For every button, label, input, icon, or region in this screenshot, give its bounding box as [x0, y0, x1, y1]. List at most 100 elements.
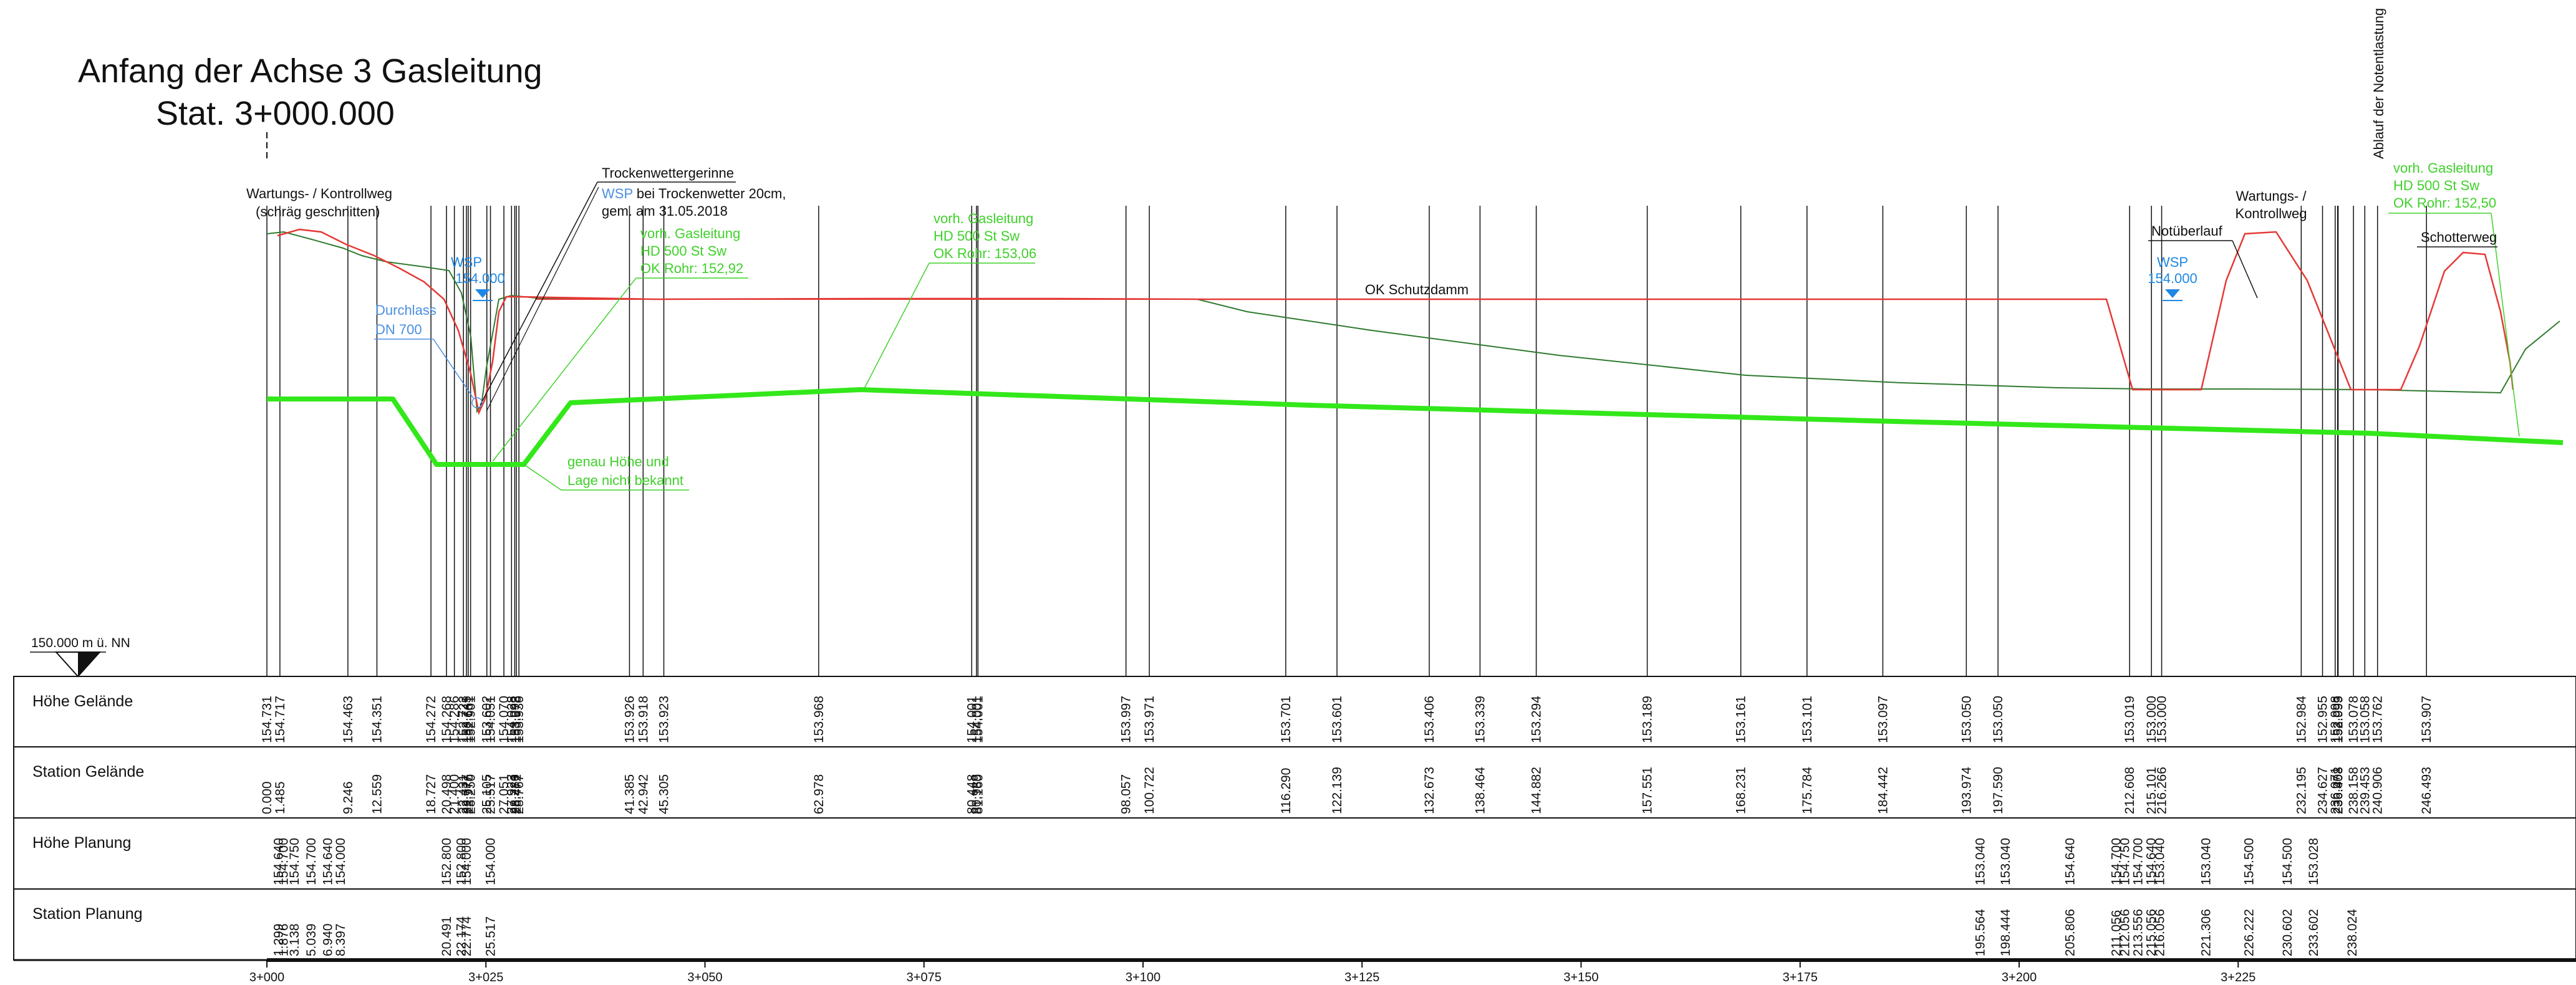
station-gelaende-value: 144.882: [1530, 767, 1544, 814]
hoehe-gelaende-value: 153.992: [508, 696, 522, 743]
annotation-schotterweg: Schotterweg: [2417, 229, 2497, 247]
axis-tick-label: 3+175: [1783, 971, 1818, 984]
hoehe-gelaende-value: 154.463: [341, 696, 355, 743]
pipe-culvert-icon: [471, 397, 483, 408]
gas-mid-line3: OK Rohr: 153,06: [933, 246, 1036, 261]
station-gelaende-value: 122.139: [1330, 767, 1344, 814]
wsp-right-value: 154.000: [2148, 271, 2197, 286]
hoehe-gelaende-value: 153.930: [512, 696, 526, 743]
hoehe-planung-value: 154.640: [271, 838, 286, 885]
axis-tick-label: 3+225: [2221, 971, 2255, 984]
hoehe-gelaende-value: 154.001: [970, 696, 984, 743]
genau-line2: Lage nicht bekannt: [567, 473, 683, 488]
hoehe-gelaende-value: 154.351: [370, 696, 384, 743]
station-planung-value: 238.024: [2345, 909, 2360, 956]
hoehe-planung-value: 153.040: [2153, 838, 2168, 885]
hoehe-planung-value: 154.000: [484, 838, 498, 885]
annotation-wartungsweg-right: Wartungs- / Kontrollweg: [2236, 188, 2307, 221]
wsp-marker-right: WSP 154.000: [2148, 254, 2197, 301]
hoehe-planung-value: 154.700: [276, 838, 291, 885]
hoehe-gelaende-value: 153.601: [1330, 696, 1344, 743]
durchlass-line2: DN 700: [375, 322, 422, 337]
gas-pipe: [267, 387, 2564, 467]
station-gelaende-value: 138.464: [1473, 767, 1487, 814]
hoehe-gelaende-value: 152.661: [461, 696, 476, 743]
row-label-station-gelaende: Station Gelände: [32, 763, 144, 781]
row-label-hoehe-planung: Höhe Planung: [32, 834, 131, 852]
station-gelaende-value: 22.777: [460, 774, 474, 814]
row-label-station-planung: Station Planung: [32, 905, 143, 923]
ablauf-label: Ablauf der Notentlastung: [2371, 8, 2386, 159]
hoehe-gelaende-value: 152.955: [2316, 696, 2330, 743]
hoehe-gelaende-value: 153.078: [2347, 696, 2361, 743]
annotation-gas-left: vorh. Gasleitung HD 500 St Sw OK Rohr: 1…: [492, 226, 748, 462]
station-planung-value: 1.299: [271, 923, 286, 956]
station-gelaende-value: 27.923: [504, 774, 519, 814]
gas-right-line2: HD 500 St Sw: [2393, 178, 2479, 193]
hoehe-gelaende-value: 154.028: [504, 696, 519, 743]
hoehe-gelaende-value: 153.097: [1876, 696, 1890, 743]
gas-right-line1: vorh. Gasleitung: [2393, 160, 2493, 176]
title-line-2: Stat. 3+000.000: [156, 95, 395, 132]
station-gelaende-value: 240.906: [2371, 767, 2385, 814]
hoehe-planung-value: 153.040: [2199, 838, 2213, 885]
hoehe-gelaende-value: 153.745: [460, 696, 474, 743]
hoehe-gelaende-value: 153.189: [1641, 696, 1655, 743]
station-gelaende-value: 20.498: [440, 774, 454, 814]
axis-tick-label: 3+125: [1344, 971, 1379, 984]
station-planung-value: 1.876: [276, 923, 291, 956]
durchlass-line1: Durchlass: [375, 302, 437, 318]
station-gelaende-value: 0.000: [260, 781, 274, 814]
gas-left-line2: HD 500 St Sw: [640, 243, 726, 259]
gas-left-line3: OK Rohr: 152,92: [640, 261, 743, 276]
gas-left-line1: vorh. Gasleitung: [640, 226, 740, 241]
axis-tick-label: 3+150: [1563, 971, 1598, 984]
wsp-right-label: WSP: [2157, 254, 2188, 270]
station-gelaende-value: 246.493: [2419, 767, 2434, 814]
station-gelaende-value: 25.517: [484, 774, 498, 814]
hoehe-gelaende-value: 154.001: [971, 696, 985, 743]
station-gelaende-value: 28.286: [508, 774, 522, 814]
axis-tick-label: 3+000: [249, 971, 284, 984]
hoehe-gelaende-value: 153.907: [2419, 696, 2434, 743]
axis-tick-label: 3+100: [1126, 971, 1160, 984]
hoehe-gelaende-value: 153.968: [812, 696, 826, 743]
hoehe-gelaende-value: 152.998: [2328, 696, 2343, 743]
station-gelaende-value: 21.400: [448, 774, 462, 814]
station-gelaende-value: 22.976: [461, 774, 476, 814]
annotation-gas-right: vorh. Gasleitung HD 500 St Sw OK Rohr: 1…: [2388, 160, 2520, 437]
station-gelaende-value: 28.472: [509, 774, 524, 814]
station-gelaende-value: 215.101: [2144, 767, 2159, 814]
hoehe-gelaende-value: 153.762: [2371, 696, 2385, 743]
hoehe-planung-value: 154.500: [2242, 838, 2256, 885]
hoehe-gelaende-value: 153.339: [1473, 696, 1487, 743]
hoehe-planung-value: 154.750: [2118, 838, 2132, 885]
station-planung-value: 233.602: [2307, 909, 2321, 956]
axis-tick-label: 3+200: [2002, 971, 2037, 984]
hoehe-gelaende-value: 153.058: [2358, 696, 2372, 743]
station-gelaende-value: 236.071: [2328, 767, 2343, 814]
station-gelaende-value: 168.231: [1734, 767, 1749, 814]
annotation-ablauf: Ablauf der Notentlastung: [2371, 8, 2386, 159]
station-gelaende-value: 234.627: [2316, 767, 2330, 814]
wsp-left-value: 154.000: [455, 271, 505, 286]
station-axis: 3+000 3+025 3+050 3+075 3+100 3+125 3+150 3+175…: [249, 960, 2255, 984]
station-planung-value: 216.056: [2153, 909, 2168, 956]
station-gelaende-value: 239.453: [2358, 767, 2372, 814]
hoehe-gelaende-value: 153.997: [1119, 696, 1134, 743]
station-gelaende-value: 18.727: [424, 774, 438, 814]
schotterweg-label: Schotterweg: [2421, 229, 2497, 245]
station-gelaende-value: 157.551: [1641, 767, 1655, 814]
station-planung-value: 221.306: [2199, 909, 2213, 956]
hoehe-planung-value: 153.040: [1999, 838, 2013, 885]
station-planung-value: 195.564: [1974, 909, 1988, 956]
station-gelaende-value: 236.353: [2331, 767, 2345, 814]
hoehe-gelaende-value: 154.286: [448, 696, 462, 743]
station-gelaende-value: 1.485: [273, 781, 287, 814]
station-gelaende-value: 9.246: [341, 781, 355, 814]
station-gelaende-value: 232.195: [2294, 767, 2308, 814]
hoehe-planung-value: 154.750: [287, 838, 302, 885]
trockenwettergerinne-label: Trockenwettergerinne: [602, 165, 734, 181]
hoehe-planung-value: 153.028: [2307, 838, 2321, 885]
